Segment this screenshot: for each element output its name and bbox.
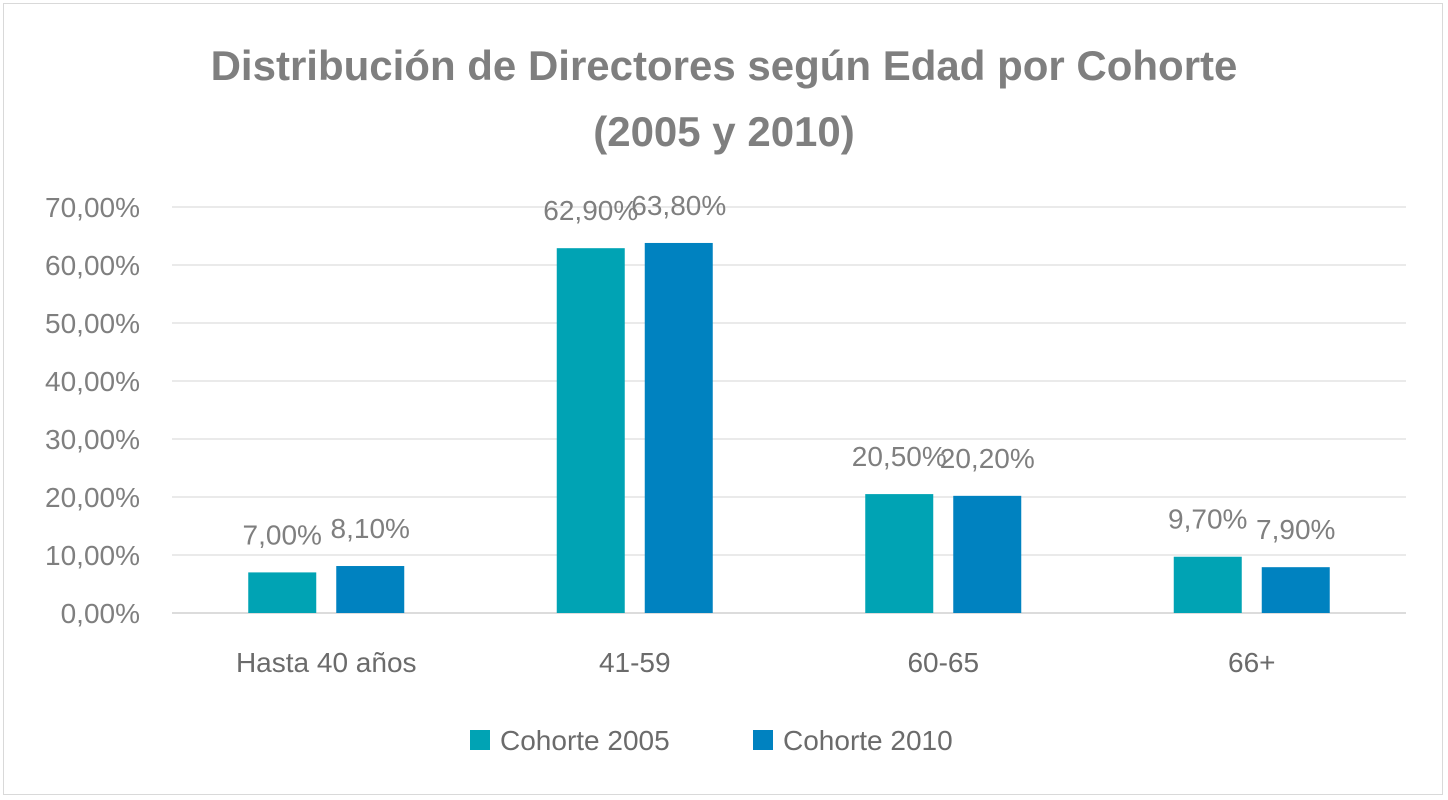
data-label: 8,10%	[331, 513, 410, 544]
y-tick-label: 70,00%	[45, 192, 140, 223]
gridlines	[172, 206, 1406, 614]
chart-title-line-1: Distribución de Directores según Edad po…	[211, 42, 1238, 89]
legend-swatch	[753, 730, 773, 750]
data-label: 20,50%	[852, 441, 947, 472]
legend: Cohorte 2005 Cohorte 2010	[470, 725, 953, 756]
bar-cohorte-2010	[1261, 567, 1330, 613]
bar-cohorte-2005	[248, 572, 317, 613]
chart-title: Distribución de Directores según Edad po…	[211, 42, 1238, 155]
category-label: 66+	[1228, 647, 1276, 678]
bar-cohorte-2010	[644, 242, 713, 613]
bar-cohorte-2010	[336, 566, 405, 613]
x-axis-categories: Hasta 40 años 41-59 60-65 66+	[236, 647, 1276, 678]
y-tick-label: 60,00%	[45, 250, 140, 281]
y-tick-label: 0,00%	[61, 598, 140, 629]
bar-cohorte-2010	[953, 495, 1022, 613]
bar-cohorte-2005	[556, 248, 625, 613]
chart-title-line-2: (2005 y 2010)	[593, 108, 855, 155]
data-label: 7,90%	[1256, 514, 1335, 545]
y-tick-label: 20,00%	[45, 482, 140, 513]
bar-cohorte-2005	[865, 494, 934, 613]
data-label: 63,80%	[631, 190, 726, 221]
legend-label: Cohorte 2005	[500, 725, 670, 756]
chart-frame	[3, 3, 1443, 795]
y-tick-label: 10,00%	[45, 540, 140, 571]
y-axis-ticks: 0,00% 10,00% 20,00% 30,00% 40,00% 50,00% 60,00…	[45, 192, 140, 629]
legend-label: Cohorte 2010	[783, 725, 953, 756]
bar-cohorte-2005	[1173, 556, 1242, 613]
data-label: 62,90%	[543, 195, 638, 226]
y-tick-label: 50,00%	[45, 308, 140, 339]
y-tick-label: 40,00%	[45, 366, 140, 397]
data-label: 7,00%	[243, 519, 322, 550]
y-tick-label: 30,00%	[45, 424, 140, 455]
data-label: 20,20%	[940, 443, 1035, 474]
legend-swatch	[470, 730, 490, 750]
data-label: 9,70%	[1168, 504, 1247, 535]
category-label: 41-59	[599, 647, 671, 678]
bars	[248, 242, 1330, 613]
category-label: 60-65	[907, 647, 979, 678]
data-labels: 7,00% 8,10% 62,90%63,80% 20,50%20,20% 9,70% 7…	[243, 190, 1336, 550]
category-label: Hasta 40 años	[236, 647, 417, 678]
